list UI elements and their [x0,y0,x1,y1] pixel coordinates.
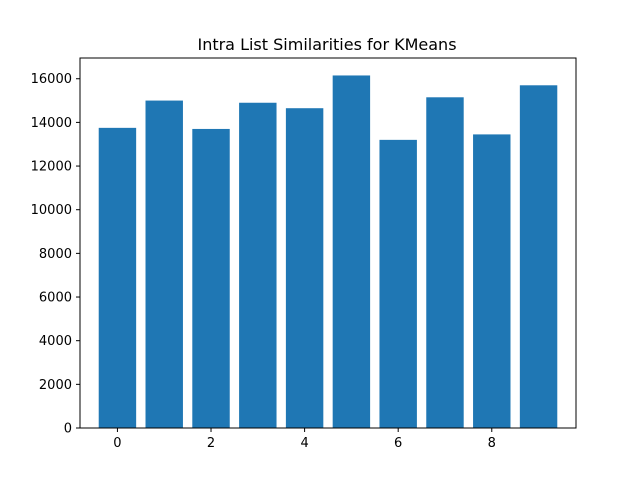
bar-9 [519,85,558,428]
x-tick-label: 0 [113,436,121,451]
y-tick-label: 2000 [39,378,72,393]
bar-6 [379,139,417,429]
bar-2 [192,128,230,428]
chart-title: Intra List Similarities for KMeans [197,35,456,54]
bar-4 [285,108,324,429]
y-tick-label: 8000 [39,247,72,262]
y-tick-label: 16000 [31,72,72,87]
y-tick-label: 12000 [31,160,72,175]
bar-0 [98,127,137,428]
bar-5 [332,75,371,428]
y-tick-label: 10000 [31,203,72,218]
bars-group [98,75,558,429]
y-tick-label: 6000 [39,291,72,306]
x-tick-label: 2 [207,436,215,451]
plot-frame [79,57,577,429]
y-tick-label: 14000 [31,116,72,131]
y-tick-label: 4000 [39,334,72,349]
y-tick-label: 0 [64,422,72,437]
bar-7 [426,97,464,428]
bar-8 [473,134,511,428]
bar-1 [145,100,183,428]
x-tick-label: 4 [300,436,308,451]
x-axis-ticks: 0 2 4 6 8 [113,428,496,451]
x-tick-label: 6 [394,436,402,451]
y-axis-ticks: 0 2000 4000 6000 8000 10000 12000 14000 16000 [31,72,80,437]
bar-3 [239,102,277,428]
x-tick-label: 8 [488,436,496,451]
